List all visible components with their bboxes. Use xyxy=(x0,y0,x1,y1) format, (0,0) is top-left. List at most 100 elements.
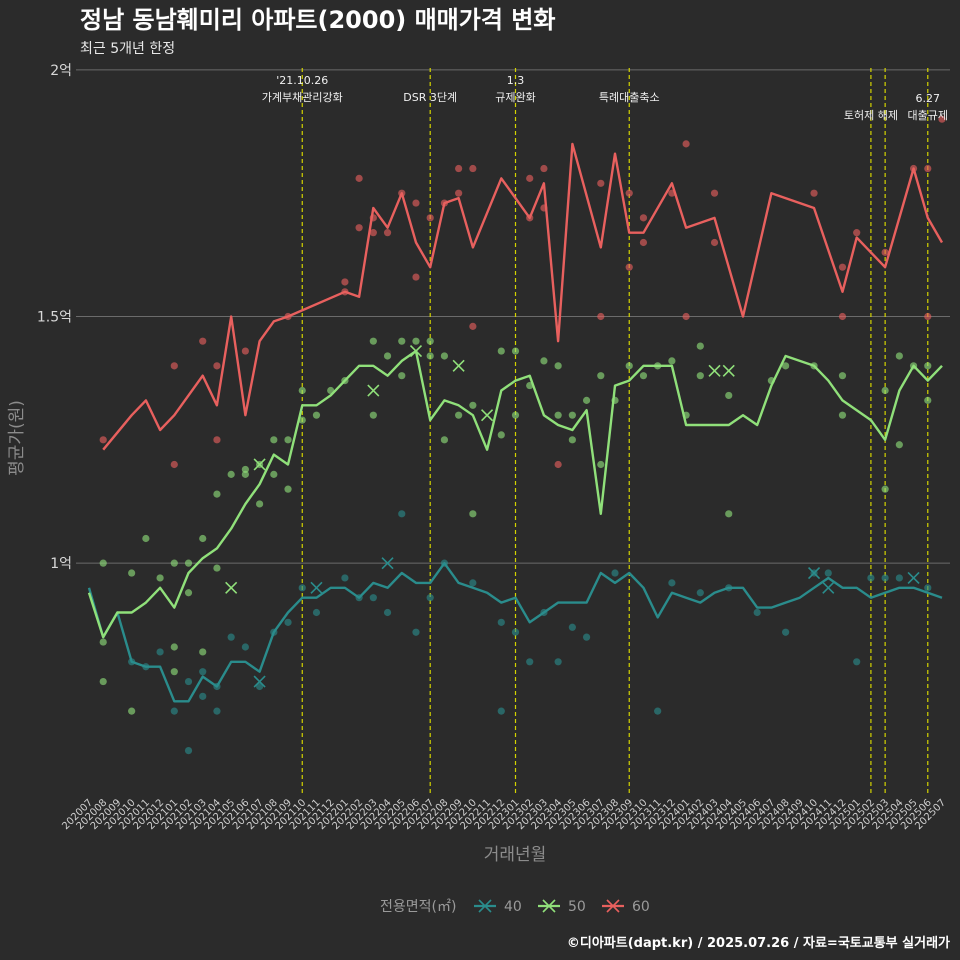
scatter-point xyxy=(99,559,107,567)
scatter-point xyxy=(298,386,306,395)
scatter-point xyxy=(511,347,520,355)
scatter-point xyxy=(782,362,790,370)
scatter-point xyxy=(170,643,178,651)
scatter-point xyxy=(383,352,392,360)
legend-marker xyxy=(606,899,620,913)
scatter-point xyxy=(568,411,576,419)
legend-label: 50 xyxy=(568,899,586,915)
scatter-point xyxy=(341,574,349,582)
scatter-point xyxy=(128,569,136,577)
scatter-point xyxy=(199,692,207,700)
scatter-point xyxy=(526,174,534,182)
scatter-point xyxy=(568,436,576,444)
scatter-point xyxy=(497,347,505,355)
scatter-point xyxy=(199,668,207,676)
scatter-point xyxy=(355,224,363,232)
scatter-point xyxy=(412,337,420,345)
scatter-point xyxy=(99,638,107,646)
cross-marker xyxy=(452,359,465,372)
annotation-label: 토허제 해제 xyxy=(844,108,898,122)
scatter-point xyxy=(199,337,207,345)
scatter-point xyxy=(824,569,832,577)
scatter-point xyxy=(440,352,449,360)
cross-marker xyxy=(722,364,735,377)
scatter-point xyxy=(938,115,946,123)
scatter-point xyxy=(838,263,847,271)
scatter-point xyxy=(497,707,505,715)
scatter-point xyxy=(710,189,719,197)
scatter-point xyxy=(696,589,704,597)
scatter-point xyxy=(142,534,150,543)
scatter-point xyxy=(270,436,278,444)
annotation-label: 1.3 xyxy=(507,74,525,87)
scatter-point xyxy=(256,682,264,691)
annotation-label: DSR 3단계 xyxy=(403,91,457,104)
scatter-point xyxy=(156,648,164,656)
series-line xyxy=(102,142,944,451)
scatter-point xyxy=(369,411,377,419)
scatter-point xyxy=(383,608,392,617)
scatter-point xyxy=(838,312,847,321)
scatter-point xyxy=(597,460,605,469)
scatter-point xyxy=(369,594,377,602)
scatter-point xyxy=(625,263,633,271)
chart-caption: ©디아파트(dapt.kr) / 2025.07.26 / 자료=국토교통부 실… xyxy=(567,935,950,951)
cross-markers xyxy=(225,344,920,688)
scatter-point xyxy=(184,559,193,567)
scatter-point xyxy=(312,608,321,617)
scatter-point xyxy=(455,411,463,419)
scatter-point xyxy=(497,618,505,626)
scatter-point xyxy=(924,396,932,404)
cross-marker xyxy=(367,384,380,397)
scatter-point xyxy=(412,628,420,636)
legend-marker xyxy=(478,899,492,913)
series-line xyxy=(87,562,943,703)
y-tick-label: 1.5억 xyxy=(37,310,72,326)
scatter-point xyxy=(540,164,548,173)
cross-marker xyxy=(253,675,266,688)
scatter-point xyxy=(582,396,591,404)
scatter-point xyxy=(355,174,363,182)
scatter-point xyxy=(398,510,406,518)
scatter-point xyxy=(170,559,178,567)
scatter-point xyxy=(639,372,648,380)
cross-marker xyxy=(708,364,721,377)
scatter-point xyxy=(170,668,178,676)
cross-marker xyxy=(310,581,323,594)
scatter-point xyxy=(554,411,562,419)
scatter-point xyxy=(398,372,406,380)
scatter-point xyxy=(625,189,633,197)
scatter-point xyxy=(668,579,676,587)
scatter-point xyxy=(227,470,235,478)
scatter-point xyxy=(526,658,534,666)
x-axis-label: 거래년월 xyxy=(484,845,547,865)
legend-label: 60 xyxy=(632,899,650,915)
scatter-point xyxy=(881,248,889,256)
scatter-point xyxy=(213,436,221,444)
y-axis-label: 평균가(원) xyxy=(7,400,27,476)
scatter-point xyxy=(312,411,321,419)
scatter-point xyxy=(838,411,847,419)
scatter-point xyxy=(540,357,548,365)
scatter-point xyxy=(853,229,861,237)
scatter-point xyxy=(853,658,861,666)
scatter-point xyxy=(426,337,434,345)
annotation-lines xyxy=(301,68,929,795)
scatter-point xyxy=(511,411,520,419)
y-tick-label: 1억 xyxy=(50,556,72,572)
scatter-point xyxy=(668,357,676,365)
scatter-point xyxy=(469,164,477,173)
annotation-label: '21.10.26 xyxy=(276,74,328,87)
scatter-point xyxy=(725,391,733,400)
scatter-point xyxy=(696,342,704,350)
y-axis-ticks: 1억 1.5억 2억 xyxy=(37,63,72,572)
legend-label: 40 xyxy=(504,899,522,915)
scatter-point xyxy=(284,485,292,493)
scatter-point xyxy=(710,238,719,247)
scatter-point xyxy=(213,490,221,498)
scatter-point xyxy=(582,633,591,641)
scatter-point xyxy=(184,677,193,686)
cross-marker xyxy=(907,571,920,585)
